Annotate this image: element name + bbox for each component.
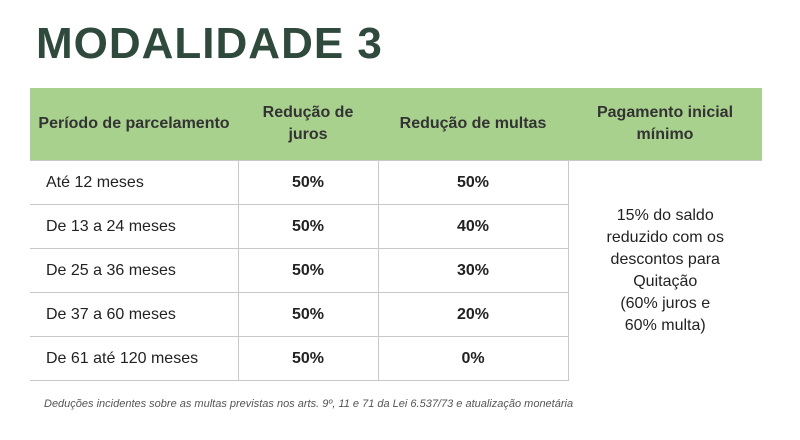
- header-interest-reduction: Redução de juros: [238, 88, 378, 161]
- fines-reduction-cell: 50%: [378, 160, 569, 205]
- period-cell: Até 12 meses: [30, 160, 239, 205]
- minimum-payment-cell: 15% do saldo reduzido com os descontos p…: [568, 160, 762, 381]
- header-period: Período de parcelamento: [30, 88, 238, 161]
- fines-reduction-cell: 20%: [378, 292, 569, 337]
- interest-reduction-cell: 50%: [238, 160, 379, 205]
- page-title: MODALIDADE 3: [36, 19, 383, 68]
- fines-reduction-cell: 30%: [378, 248, 569, 293]
- interest-reduction-cell: 50%: [238, 292, 379, 337]
- interest-reduction-cell: 50%: [238, 204, 379, 249]
- period-cell: De 13 a 24 meses: [30, 204, 239, 249]
- header-minimum-payment: Pagamento inicial mínimo: [568, 88, 762, 161]
- fines-reduction-cell: 40%: [378, 204, 569, 249]
- table-row: De 61 até 120 meses 50% 0%: [30, 336, 762, 381]
- period-cell: De 61 até 120 meses: [30, 336, 239, 381]
- minimum-payment-text: 15% do saldo reduzido com os descontos p…: [606, 206, 724, 334]
- period-cell: De 37 a 60 meses: [30, 292, 239, 337]
- table-row: De 37 a 60 meses 50% 20%: [30, 292, 762, 337]
- table-row: De 13 a 24 meses 50% 40%: [30, 204, 762, 249]
- table-row: De 25 a 36 meses 50% 30%: [30, 248, 762, 293]
- interest-reduction-cell: 50%: [238, 248, 379, 293]
- footnote: Deduções incidentes sobre as multas prev…: [44, 398, 574, 410]
- installment-table: Período de parcelamento Redução de juros…: [30, 88, 762, 381]
- table-header-row: Período de parcelamento Redução de juros…: [30, 88, 762, 161]
- interest-reduction-cell: 50%: [238, 336, 379, 381]
- fines-reduction-cell: 0%: [378, 336, 569, 381]
- header-fines-reduction: Redução de multas: [378, 88, 568, 161]
- table-row: Até 12 meses 50% 50% 15% do saldo reduzi…: [30, 160, 762, 381]
- period-cell: De 25 a 36 meses: [30, 248, 239, 293]
